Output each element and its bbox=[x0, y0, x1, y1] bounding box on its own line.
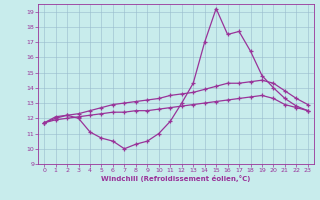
X-axis label: Windchill (Refroidissement éolien,°C): Windchill (Refroidissement éolien,°C) bbox=[101, 175, 251, 182]
